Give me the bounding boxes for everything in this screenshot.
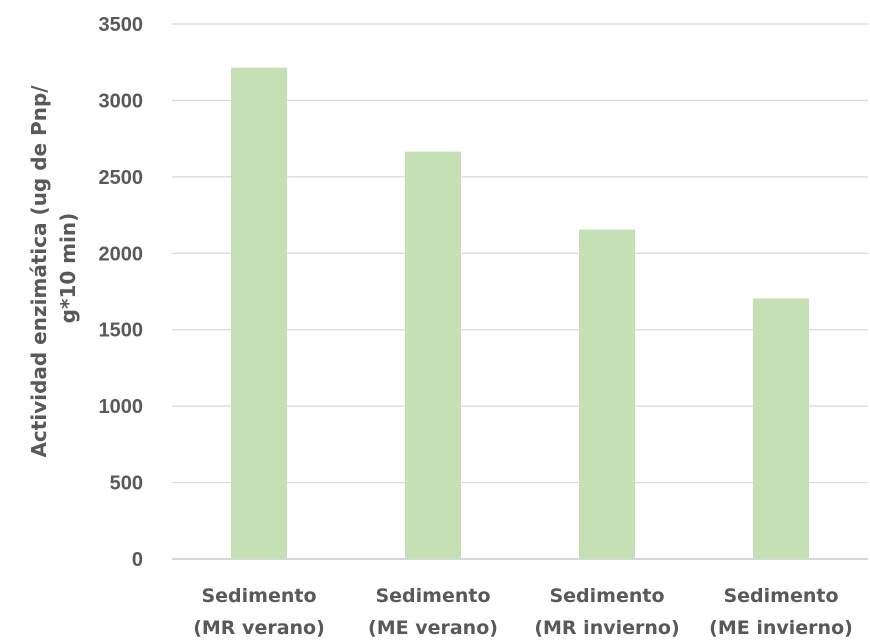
y-axis-title-line-1: Actividad enzimática (ug de Pnp/ bbox=[27, 85, 51, 458]
x-category-label-line: (ME invierno) bbox=[709, 617, 853, 639]
y-tick-label: 1500 bbox=[99, 320, 144, 342]
y-tick-label: 3500 bbox=[99, 14, 144, 36]
x-category-label: Sedimento (MR verano) bbox=[193, 585, 325, 639]
bar bbox=[753, 298, 809, 559]
bar bbox=[405, 151, 461, 559]
x-category-label-line: (MR invierno) bbox=[534, 617, 679, 639]
y-tick-label: 3000 bbox=[99, 90, 144, 112]
x-category-label-line: (MR verano) bbox=[193, 617, 325, 639]
y-tick-label: 1000 bbox=[99, 396, 144, 418]
bar bbox=[231, 67, 287, 560]
bars bbox=[231, 67, 809, 560]
x-category-label-line: Sedimento bbox=[723, 585, 838, 607]
gridlines bbox=[172, 23, 868, 560]
x-category-label: Sedimento (ME invierno) bbox=[709, 585, 853, 639]
x-category-label-line: Sedimento bbox=[201, 585, 316, 607]
y-axis-title-line-2: g*10 min) bbox=[56, 213, 80, 324]
y-tick-label: 2000 bbox=[99, 243, 144, 265]
x-category-label: Sedimento (ME verano) bbox=[368, 585, 498, 639]
x-category-label-line: Sedimento bbox=[375, 585, 490, 607]
x-category-label-line: Sedimento bbox=[549, 585, 664, 607]
x-category-label-line: (ME verano) bbox=[368, 617, 498, 639]
x-axis-categories: Sedimento (MR verano) Sedimento (ME verano)… bbox=[193, 585, 853, 639]
y-axis-ticks: 0 500 1000 1500 2000 2500 3000 3500 bbox=[99, 14, 144, 571]
y-tick-label: 0 bbox=[132, 549, 143, 571]
bar bbox=[579, 229, 635, 560]
x-category-label: Sedimento (MR invierno) bbox=[534, 585, 679, 639]
y-tick-label: 500 bbox=[110, 473, 143, 495]
y-tick-label: 2500 bbox=[99, 167, 144, 189]
y-axis-title: Actividad enzimática (ug de Pnp/ g*10 mi… bbox=[27, 78, 80, 457]
